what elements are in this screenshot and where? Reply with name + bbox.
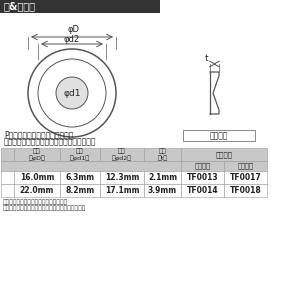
Bar [60,184,100,197]
Bar [100,148,144,161]
Bar [1,171,14,184]
Circle shape [56,77,88,109]
Bar [60,148,100,161]
Text: 厚さ
（t）: 厚さ （t） [157,148,167,161]
Text: φd1: φd1 [63,89,81,97]
Text: 17.1mm: 17.1mm [105,186,139,195]
Bar [144,184,181,197]
Text: ゴールド: ゴールド [238,163,254,169]
Text: お探しの商品に素早くアクセスできます。: お探しの商品に素早くアクセスできます。 [4,137,97,146]
Text: TF0018: TF0018 [230,186,261,195]
Bar [183,130,255,141]
Text: φD: φD [68,26,80,35]
Text: シルバー: シルバー [195,163,210,169]
Text: TF0014: TF0014 [187,186,218,195]
Bar [100,184,144,197]
Bar [224,184,267,197]
Text: 2.1mm: 2.1mm [148,173,177,182]
Bar [0,0,160,13]
Text: P内検索に商品番号を入力すると: P内検索に商品番号を入力すると [4,130,73,139]
Text: 8.2mm: 8.2mm [65,186,95,195]
Bar [144,148,181,161]
Bar [144,171,181,184]
Bar [181,148,267,161]
Bar [14,148,60,161]
Text: TF0013: TF0013 [187,173,218,182]
Text: 16.0mm: 16.0mm [20,173,54,182]
Bar [181,171,224,184]
Text: プ&サイズ: プ&サイズ [4,1,36,12]
Text: 当店品番: 当店品番 [215,151,232,158]
Bar [181,161,224,171]
Bar [14,171,60,184]
Bar [100,171,144,184]
Bar [14,184,60,197]
Text: により着色が異なる場合がございます。: により着色が異なる場合がございます。 [3,199,68,205]
Bar [224,161,267,171]
Bar [60,171,100,184]
Text: 円径
（φd1）: 円径 （φd1） [70,148,90,161]
Text: 商品番号: 商品番号 [210,131,228,140]
Bar [1,148,14,161]
Text: 重量は平均値です。個体により誤差がございます。: 重量は平均値です。個体により誤差がございます。 [3,205,86,211]
Bar [1,161,181,171]
Text: t: t [204,54,208,63]
Text: TF0017: TF0017 [230,173,261,182]
Text: φd2: φd2 [64,35,80,44]
Text: 22.0mm: 22.0mm [20,186,54,195]
Text: 枠径
（φd2）: 枠径 （φd2） [112,148,132,161]
Text: 12.3mm: 12.3mm [105,173,139,182]
Text: 6.3mm: 6.3mm [66,173,94,182]
Bar [224,171,267,184]
Bar [181,184,224,197]
Bar [1,184,14,197]
Text: 外径
（φD）: 外径 （φD） [29,148,45,161]
Text: 3.9mm: 3.9mm [148,186,177,195]
